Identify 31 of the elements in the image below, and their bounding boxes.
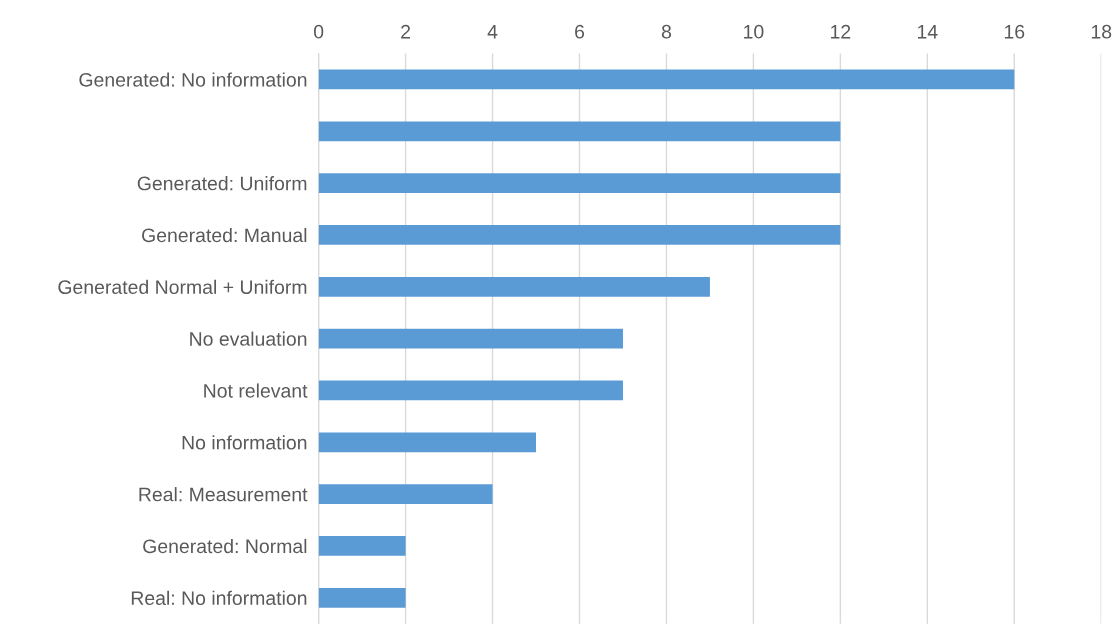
bar: [318, 587, 406, 608]
y-tick-label: No information: [182, 435, 307, 450]
x-tick-label: 2: [401, 24, 411, 39]
bar: [318, 276, 710, 297]
x-tick-label: 8: [661, 24, 672, 39]
bar: [318, 69, 1015, 90]
bar: [318, 536, 406, 556]
bar: [318, 432, 537, 453]
bar: [318, 173, 841, 193]
x-tick-label: 12: [831, 24, 851, 39]
x-tick-label: 10: [744, 24, 764, 39]
y-tick-label: Not relevant: [204, 383, 308, 398]
y-tick-label: Real: No information: [131, 590, 307, 606]
bar: [318, 225, 841, 245]
x-tick-label: 4: [487, 25, 498, 39]
y-tick-label: Generated: Manual: [142, 227, 307, 243]
x-tick-label: 6: [575, 24, 585, 39]
y-tick-label: No evaluation: [190, 331, 307, 346]
bar: [318, 380, 623, 401]
bar: [318, 328, 623, 349]
x-tick-label: 18: [1091, 24, 1112, 39]
x-tick-label: 0: [313, 24, 324, 39]
y-tick-label: Generated: No information: [79, 72, 307, 87]
y-tick-label: Generated Normal + Uniform: [58, 279, 307, 295]
y-tick-label: Real: Measurement: [139, 487, 308, 502]
y-tick-label: Generated: Uniform: [137, 176, 307, 191]
x-tick-label: 14: [917, 25, 938, 39]
y-tick-label: Generated: Normal: [143, 538, 307, 554]
bar: [318, 121, 841, 142]
bar: [318, 484, 493, 504]
x-tick-label: 16: [1004, 24, 1025, 39]
